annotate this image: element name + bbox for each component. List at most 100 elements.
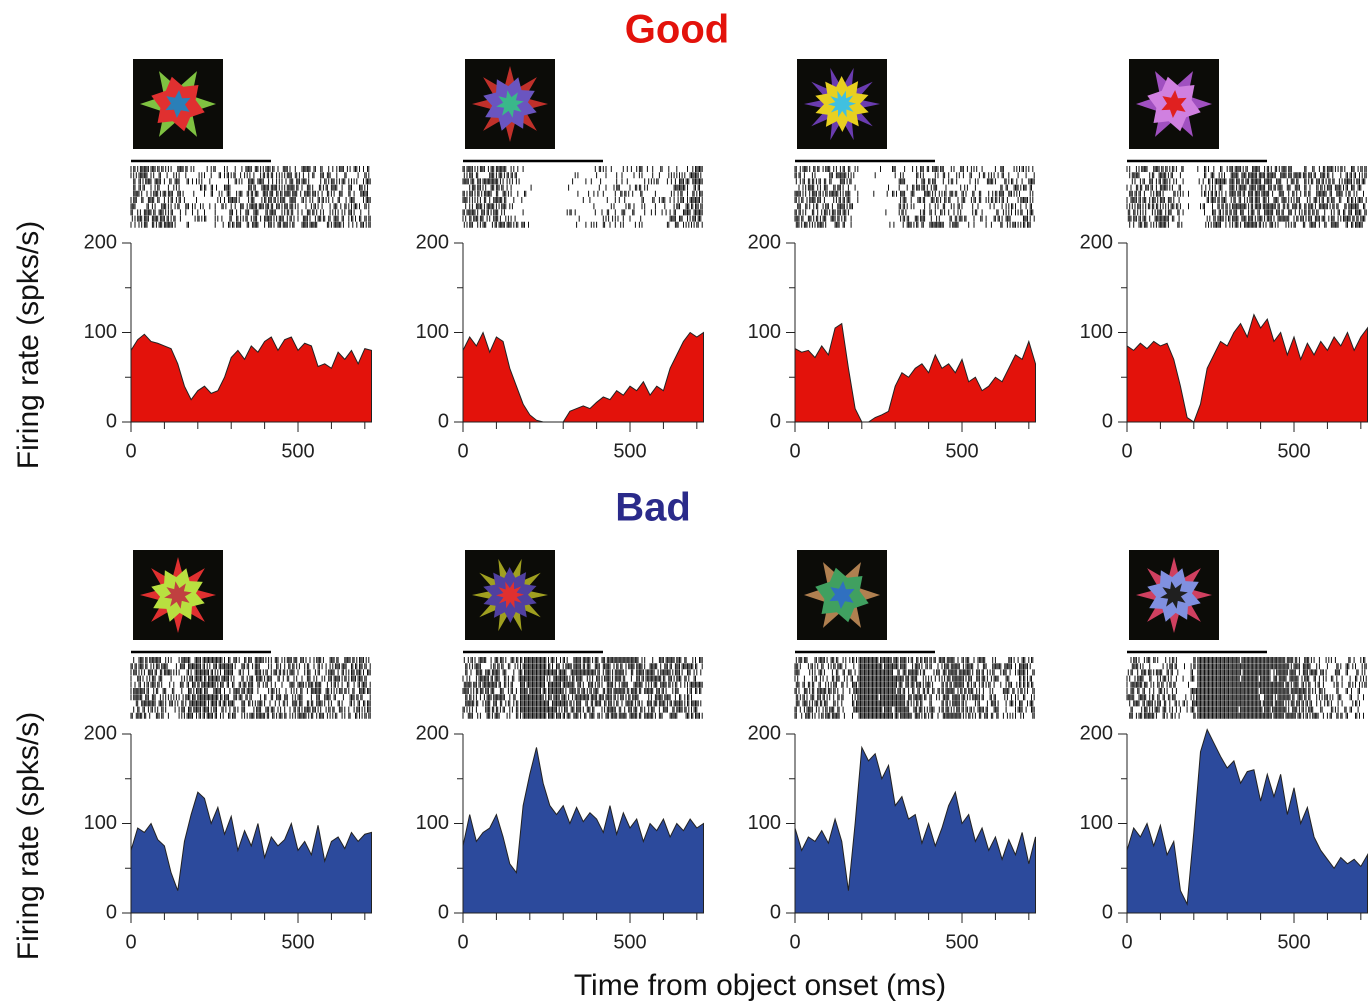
raster-row [133,184,368,191]
y-tick-label: 0 [106,410,117,432]
area [462,331,704,423]
y-tick-label: 0 [1102,901,1113,923]
x-tick-label: 0 [789,931,800,953]
raster-row [130,209,370,216]
raster-row [463,221,703,228]
x-tick-label: 500 [281,440,314,462]
raster-row [794,166,1034,172]
raster-row [133,178,371,185]
raster-row [1126,675,1367,682]
y-tick-label: 100 [1080,321,1113,343]
raster-row [794,209,1034,216]
y-axis-label: Firing rate (spks/s) [12,712,45,960]
raster-row [798,184,1032,191]
raster-row [462,688,702,694]
raster-row [794,190,1034,197]
group-title: Good [625,8,729,52]
raster-row [133,706,371,713]
raster-row [1126,166,1367,172]
panel: 0 100 200 0 500 [748,650,1036,953]
raster-row [1129,190,1364,197]
y-tick-label: 200 [84,231,117,253]
raster-row [795,700,1034,707]
raster-row [469,184,700,191]
raster-row [1126,681,1367,688]
raster-row [135,700,371,707]
raster-row [794,663,1031,670]
area [794,745,1036,914]
raster-row [463,657,703,663]
raster-row [465,669,702,676]
image-shape [496,90,524,118]
stimulus-image [465,550,555,640]
raster-row [130,197,371,203]
raster-row [1129,700,1360,707]
raster-row [794,706,1035,713]
raster-row [465,203,703,210]
x-tick-label: 0 [457,931,468,953]
y-tick-label: 0 [106,901,117,923]
raster-row [130,172,370,179]
image-shape [1160,581,1188,609]
stimulus-image [465,59,555,149]
raster-row [797,203,1032,210]
y-tick-label: 100 [84,321,117,343]
raster-row [131,215,371,222]
x-tick-label: 0 [125,440,136,462]
x-tick-label: 500 [945,440,978,462]
raster-row [1129,172,1367,179]
y-tick-label: 200 [1080,231,1113,253]
x-tick-label: 500 [613,931,646,953]
raster-row [462,209,703,216]
raster-row [1126,203,1366,210]
raster-row [130,663,371,670]
x-tick-label: 0 [125,931,136,953]
raster-row [794,675,1032,682]
y-tick-label: 200 [84,722,117,744]
raster-row [1126,688,1360,694]
y-tick-label: 100 [1080,812,1113,834]
raster-row [130,221,371,228]
raster-row [130,166,370,172]
stimulus-image [1129,59,1219,149]
x-tick-label: 500 [613,440,646,462]
image-shape [496,581,524,609]
raster-row [130,675,367,682]
raster-row [795,657,1034,663]
y-tick-label: 0 [770,410,781,432]
y-tick-label: 0 [438,410,449,432]
x-tick-label: 500 [1277,440,1310,462]
raster-row [1130,706,1359,713]
raster-row [794,712,1035,719]
x-tick-label: 500 [945,931,978,953]
x-tick-label: 500 [1277,931,1310,953]
x-tick-label: 0 [457,440,468,462]
y-tick-label: 100 [416,321,449,343]
raster-row [1130,657,1366,663]
y-tick-label: 100 [748,321,781,343]
stimulus-image [797,550,887,640]
raster-row [462,675,696,682]
raster-row [1129,712,1364,719]
raster-row [463,172,702,179]
x-tick-label: 0 [1121,440,1132,462]
raster-row [795,221,1031,228]
image-shape [1161,90,1187,118]
y-tick-label: 100 [84,812,117,834]
area [794,322,1036,423]
raster-row [794,172,1035,179]
raster-row [133,190,368,197]
raster-row [130,688,371,694]
area [1126,728,1368,914]
raster-row [130,681,371,688]
raster-row [462,190,703,197]
raster-row [1127,215,1366,222]
y-tick-label: 200 [748,722,781,744]
raster-row [794,669,1035,676]
panel: 0 100 200 0 500 [748,159,1036,462]
area [462,747,704,914]
raster-row [1131,178,1366,185]
image-shape [828,90,856,118]
raster-row [130,203,370,210]
